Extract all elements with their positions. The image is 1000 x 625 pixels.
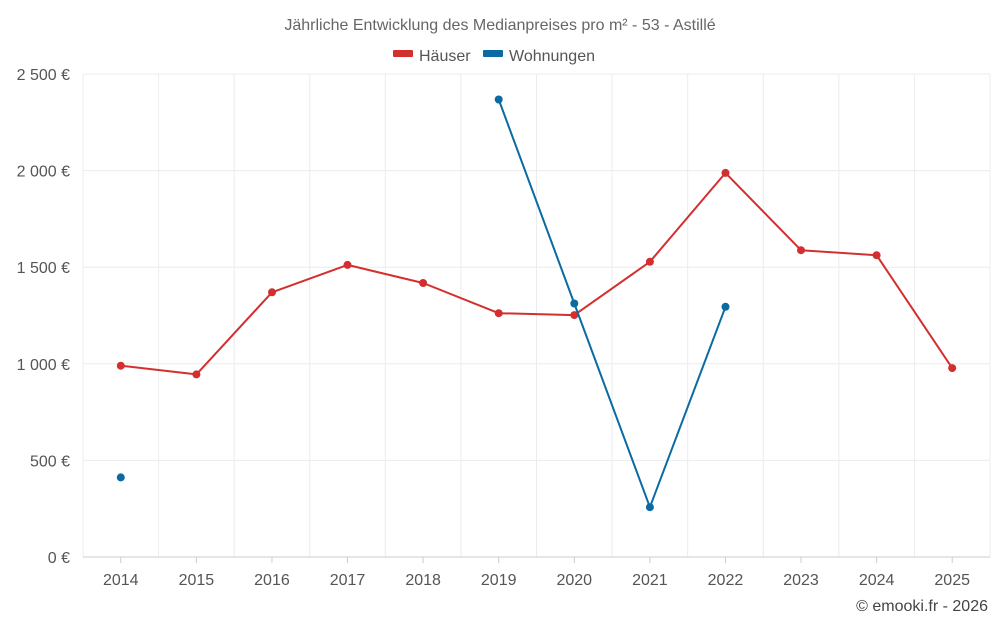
data-point-wohnungen[interactable] [645,503,654,512]
data-point-haeuser[interactable] [570,311,579,320]
data-point-haeuser[interactable] [116,361,125,370]
data-point-wohnungen[interactable] [570,299,579,308]
x-tick-label: 2023 [783,572,819,589]
series-wohnungen [116,95,730,512]
x-tick-label: 2014 [103,572,139,589]
x-tick-label: 2018 [405,572,441,589]
legend-swatch-wohnungen [483,50,503,57]
x-tick-label: 2020 [556,572,592,589]
x-tick-label: 2015 [179,572,215,589]
data-point-wohnungen[interactable] [721,302,730,311]
data-point-haeuser[interactable] [797,246,805,255]
data-point-haeuser[interactable] [645,257,654,266]
grid [82,73,991,557]
y-tick-label: 1 500 € [17,260,70,277]
legend-item-wohnungen[interactable]: Wohnungen [483,48,595,65]
data-point-haeuser[interactable] [494,309,503,318]
y-tick-label: 500 € [30,453,70,470]
series-group [116,95,957,512]
legend-label-wohnungen: Wohnungen [509,48,595,65]
x-tick-label: 2017 [330,572,366,589]
data-point-haeuser[interactable] [343,260,352,269]
y-tick-label: 1 000 € [17,357,70,374]
legend-item-haeuser[interactable]: Häuser [393,48,471,65]
data-point-wohnungen[interactable] [494,95,503,104]
x-tick-label: 2024 [859,572,895,589]
series-haeuser [116,168,957,379]
x-tick-label: 2022 [708,572,744,589]
y-tick-label: 0 € [48,550,70,567]
y-tick-label: 2 000 € [17,164,70,181]
data-point-wohnungen[interactable] [116,473,125,482]
x-tick-label: 2019 [481,572,517,589]
data-point-haeuser[interactable] [419,279,428,287]
x-tick-label: 2025 [934,572,970,589]
x-axis: 2014 2015 2016 2017 2018 2019 2020 2021 2022 2023… [83,556,990,589]
x-tick-label: 2016 [254,572,290,589]
legend-label-haeuser: Häuser [419,48,471,65]
x-tick-label: 2021 [632,572,668,589]
legend: Häuser Wohnungen [393,48,595,65]
data-point-haeuser[interactable] [872,251,881,260]
data-point-haeuser[interactable] [948,364,957,373]
y-axis: 0 € 500 € 1 000 € 1 500 € 2 000 € 2 500 € [17,67,70,567]
y-tick-label: 2 500 € [17,67,70,84]
data-point-haeuser[interactable] [268,288,276,297]
data-point-haeuser[interactable] [192,370,201,379]
legend-swatch-haeuser [393,50,413,57]
series-line-wohnungen [497,99,727,509]
credit-text: © emooki.fr - 2026 [856,598,988,615]
series-line-haeuser [120,171,954,376]
data-point-haeuser[interactable] [721,168,730,177]
chart-title: Jährliche Entwicklung des Medianpreises … [284,17,715,34]
